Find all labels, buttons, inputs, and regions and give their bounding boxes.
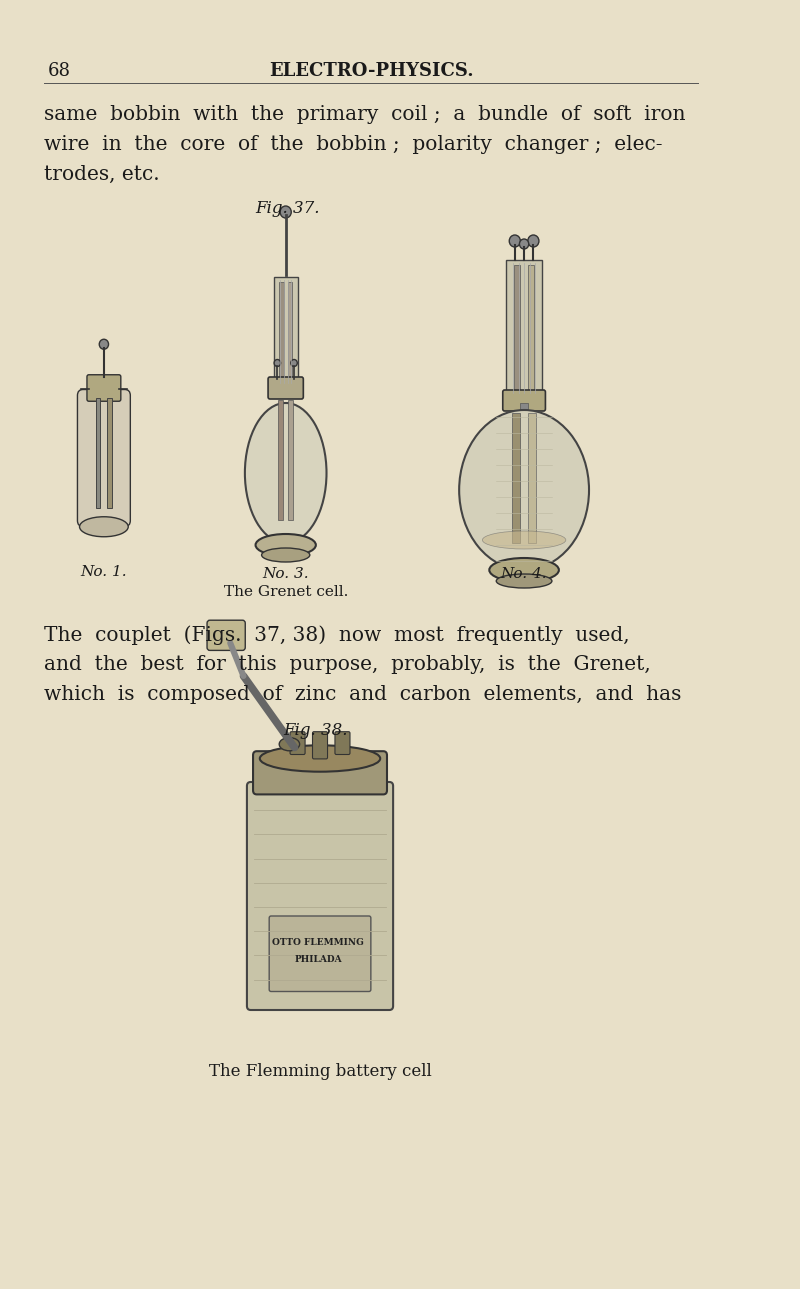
Bar: [520, 403, 528, 411]
Text: Fig. 38.: Fig. 38.: [283, 722, 348, 739]
Bar: [528, 266, 534, 391]
Text: The  couplet  (Figs.  37, 38)  now  most  frequently  used,: The couplet (Figs. 37, 38) now most freq…: [43, 625, 630, 644]
Ellipse shape: [262, 548, 310, 562]
Bar: [278, 400, 283, 519]
Text: OTTO FLEMMING: OTTO FLEMMING: [272, 938, 364, 947]
Circle shape: [528, 235, 539, 247]
Text: which  is  composed  of  zinc  and  carbon  elements,  and  has: which is composed of zinc and carbon ele…: [43, 684, 681, 704]
Circle shape: [99, 339, 109, 349]
FancyBboxPatch shape: [313, 732, 327, 759]
Bar: [514, 266, 520, 391]
Bar: [274, 277, 298, 385]
Bar: [512, 412, 520, 543]
FancyBboxPatch shape: [502, 391, 546, 411]
Text: and  the  best  for  this  purpose,  probably,  is  the  Grenet,: and the best for this purpose, probably,…: [43, 655, 650, 674]
Circle shape: [274, 360, 281, 366]
Bar: [289, 400, 293, 519]
FancyBboxPatch shape: [335, 732, 350, 754]
Ellipse shape: [279, 737, 300, 750]
Circle shape: [519, 238, 529, 249]
Text: The Grenet cell.: The Grenet cell.: [223, 585, 348, 599]
Text: 68: 68: [48, 62, 71, 80]
FancyBboxPatch shape: [78, 389, 130, 526]
Ellipse shape: [459, 410, 589, 570]
Ellipse shape: [260, 745, 380, 772]
Ellipse shape: [490, 558, 559, 583]
FancyBboxPatch shape: [247, 782, 393, 1011]
FancyBboxPatch shape: [253, 751, 387, 794]
Text: wire  in  the  core  of  the  bobbin ;  polarity  changer ;  elec-: wire in the core of the bobbin ; polarit…: [43, 135, 662, 153]
FancyBboxPatch shape: [207, 620, 246, 651]
Circle shape: [280, 206, 291, 218]
Ellipse shape: [482, 531, 566, 549]
Text: PHILADA: PHILADA: [294, 955, 342, 964]
Bar: [287, 282, 292, 376]
Ellipse shape: [255, 534, 316, 556]
FancyBboxPatch shape: [269, 916, 371, 991]
Text: No. 4.: No. 4.: [501, 567, 547, 581]
Ellipse shape: [496, 574, 552, 588]
FancyBboxPatch shape: [268, 376, 303, 400]
Bar: [107, 398, 112, 508]
Ellipse shape: [79, 517, 128, 536]
Text: Fig. 37.: Fig. 37.: [255, 200, 320, 217]
Bar: [279, 282, 284, 376]
FancyBboxPatch shape: [87, 375, 121, 401]
Text: trodes, etc.: trodes, etc.: [43, 165, 159, 184]
Text: No. 3.: No. 3.: [262, 567, 309, 581]
Text: No. 1.: No. 1.: [81, 565, 127, 579]
Bar: [96, 398, 101, 508]
Circle shape: [291, 360, 298, 366]
Ellipse shape: [245, 403, 326, 543]
Bar: [506, 260, 542, 394]
Text: ELECTRO-PHYSICS.: ELECTRO-PHYSICS.: [269, 62, 474, 80]
Circle shape: [510, 235, 520, 247]
Text: The Flemming battery cell: The Flemming battery cell: [209, 1063, 431, 1080]
Bar: [528, 412, 536, 543]
Text: same  bobbin  with  the  primary  coil ;  a  bundle  of  soft  iron: same bobbin with the primary coil ; a bu…: [43, 104, 685, 124]
FancyBboxPatch shape: [290, 732, 305, 754]
